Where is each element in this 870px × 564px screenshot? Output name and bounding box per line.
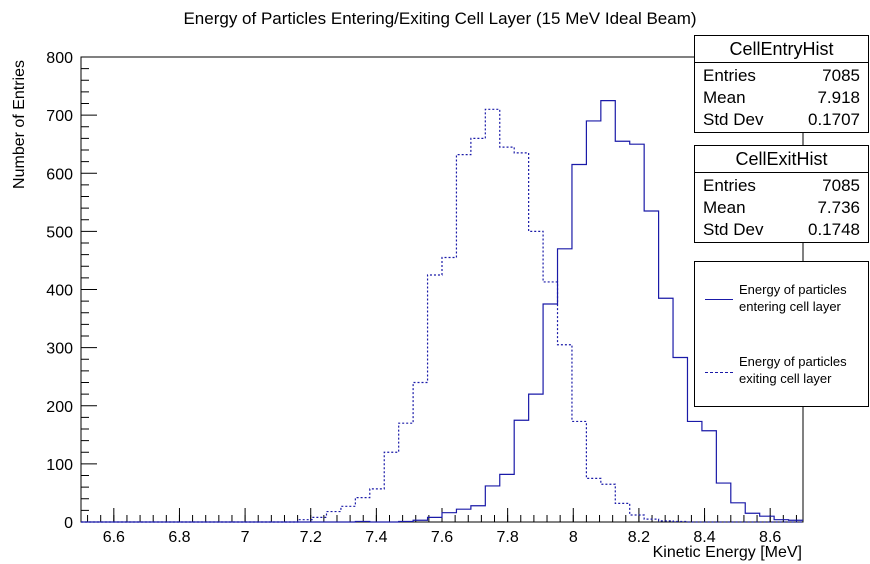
chart-title: Energy of Particles Entering/Exiting Cel… xyxy=(183,9,696,28)
y-tick-label: 100 xyxy=(46,457,73,474)
stats-title-exit: CellExitHist xyxy=(695,146,868,173)
stats-value: 0.1748 xyxy=(808,220,860,239)
y-tick-label: 700 xyxy=(46,108,73,125)
x-tick-label: 6.8 xyxy=(168,529,190,546)
x-tick-label: 6.6 xyxy=(103,529,125,546)
stats-row-mean: Mean 7.918 xyxy=(695,86,868,110)
legend-label-entry: Energy of particles entering cell layer xyxy=(739,282,847,314)
stats-row-std: Std Dev 0.1748 xyxy=(695,218,868,242)
stats-value: 7.918 xyxy=(817,88,860,107)
stats-row-entries: Entries 7085 xyxy=(695,64,868,88)
y-tick-label: 500 xyxy=(46,224,73,241)
stats-key: Mean xyxy=(703,88,746,107)
legend-swatch-dashed xyxy=(705,372,733,373)
y-tick-label: 200 xyxy=(46,399,73,416)
stats-key: Entries xyxy=(703,66,756,85)
legend-swatch-solid xyxy=(705,299,733,300)
x-tick-label: 8 xyxy=(569,529,578,546)
x-tick-label: 8.6 xyxy=(759,529,781,546)
stats-key: Std Dev xyxy=(703,220,764,239)
stats-title-entry: CellEntryHist xyxy=(695,36,868,63)
y-axis-label: Number of Entries xyxy=(11,60,28,189)
y-tick-label: 400 xyxy=(46,283,73,300)
histogram-lines xyxy=(81,99,803,523)
stats-value: 7.736 xyxy=(817,198,860,217)
legend-label-exit: Energy of particles exiting cell layer xyxy=(739,354,847,386)
stats-value: 7085 xyxy=(822,176,860,195)
axes: 0 100 200 300 400 500 600 700 800 6.6 6.8 7 7.2 7.4 7.… xyxy=(46,50,804,546)
y-tick-label: 600 xyxy=(46,166,73,183)
stats-box-exit: CellExitHist Entries 7085 Mean 7.736 Std… xyxy=(694,145,869,243)
x-tick-label: 7 xyxy=(241,529,250,546)
stats-row-entries: Entries 7085 xyxy=(695,174,868,198)
series-CellExitHist xyxy=(81,108,803,523)
stats-row-mean: Mean 7.736 xyxy=(695,196,868,220)
y-tick-label: 0 xyxy=(64,515,73,532)
x-tick-label: 8.4 xyxy=(693,529,715,546)
stats-value: 0.1707 xyxy=(808,110,860,129)
x-axis-label: Kinetic Energy [MeV] xyxy=(653,544,802,561)
stats-key: Entries xyxy=(703,176,756,195)
x-tick-label: 7.6 xyxy=(431,529,453,546)
x-tick-label: 8.2 xyxy=(628,529,650,546)
y-tick-label: 300 xyxy=(46,341,73,358)
x-tick-label: 7.4 xyxy=(365,529,387,546)
stats-value: 7085 xyxy=(822,66,860,85)
stats-row-std: Std Dev 0.1707 xyxy=(695,108,868,132)
x-tick-label: 7.2 xyxy=(300,529,322,546)
stats-box-entry: CellEntryHist Entries 7085 Mean 7.918 St… xyxy=(694,35,869,133)
legend: Energy of particles entering cell layer … xyxy=(694,261,869,407)
y-tick-label: 800 xyxy=(46,50,73,67)
stats-key: Std Dev xyxy=(703,110,764,129)
x-tick-label: 7.8 xyxy=(497,529,519,546)
stats-key: Mean xyxy=(703,198,746,217)
